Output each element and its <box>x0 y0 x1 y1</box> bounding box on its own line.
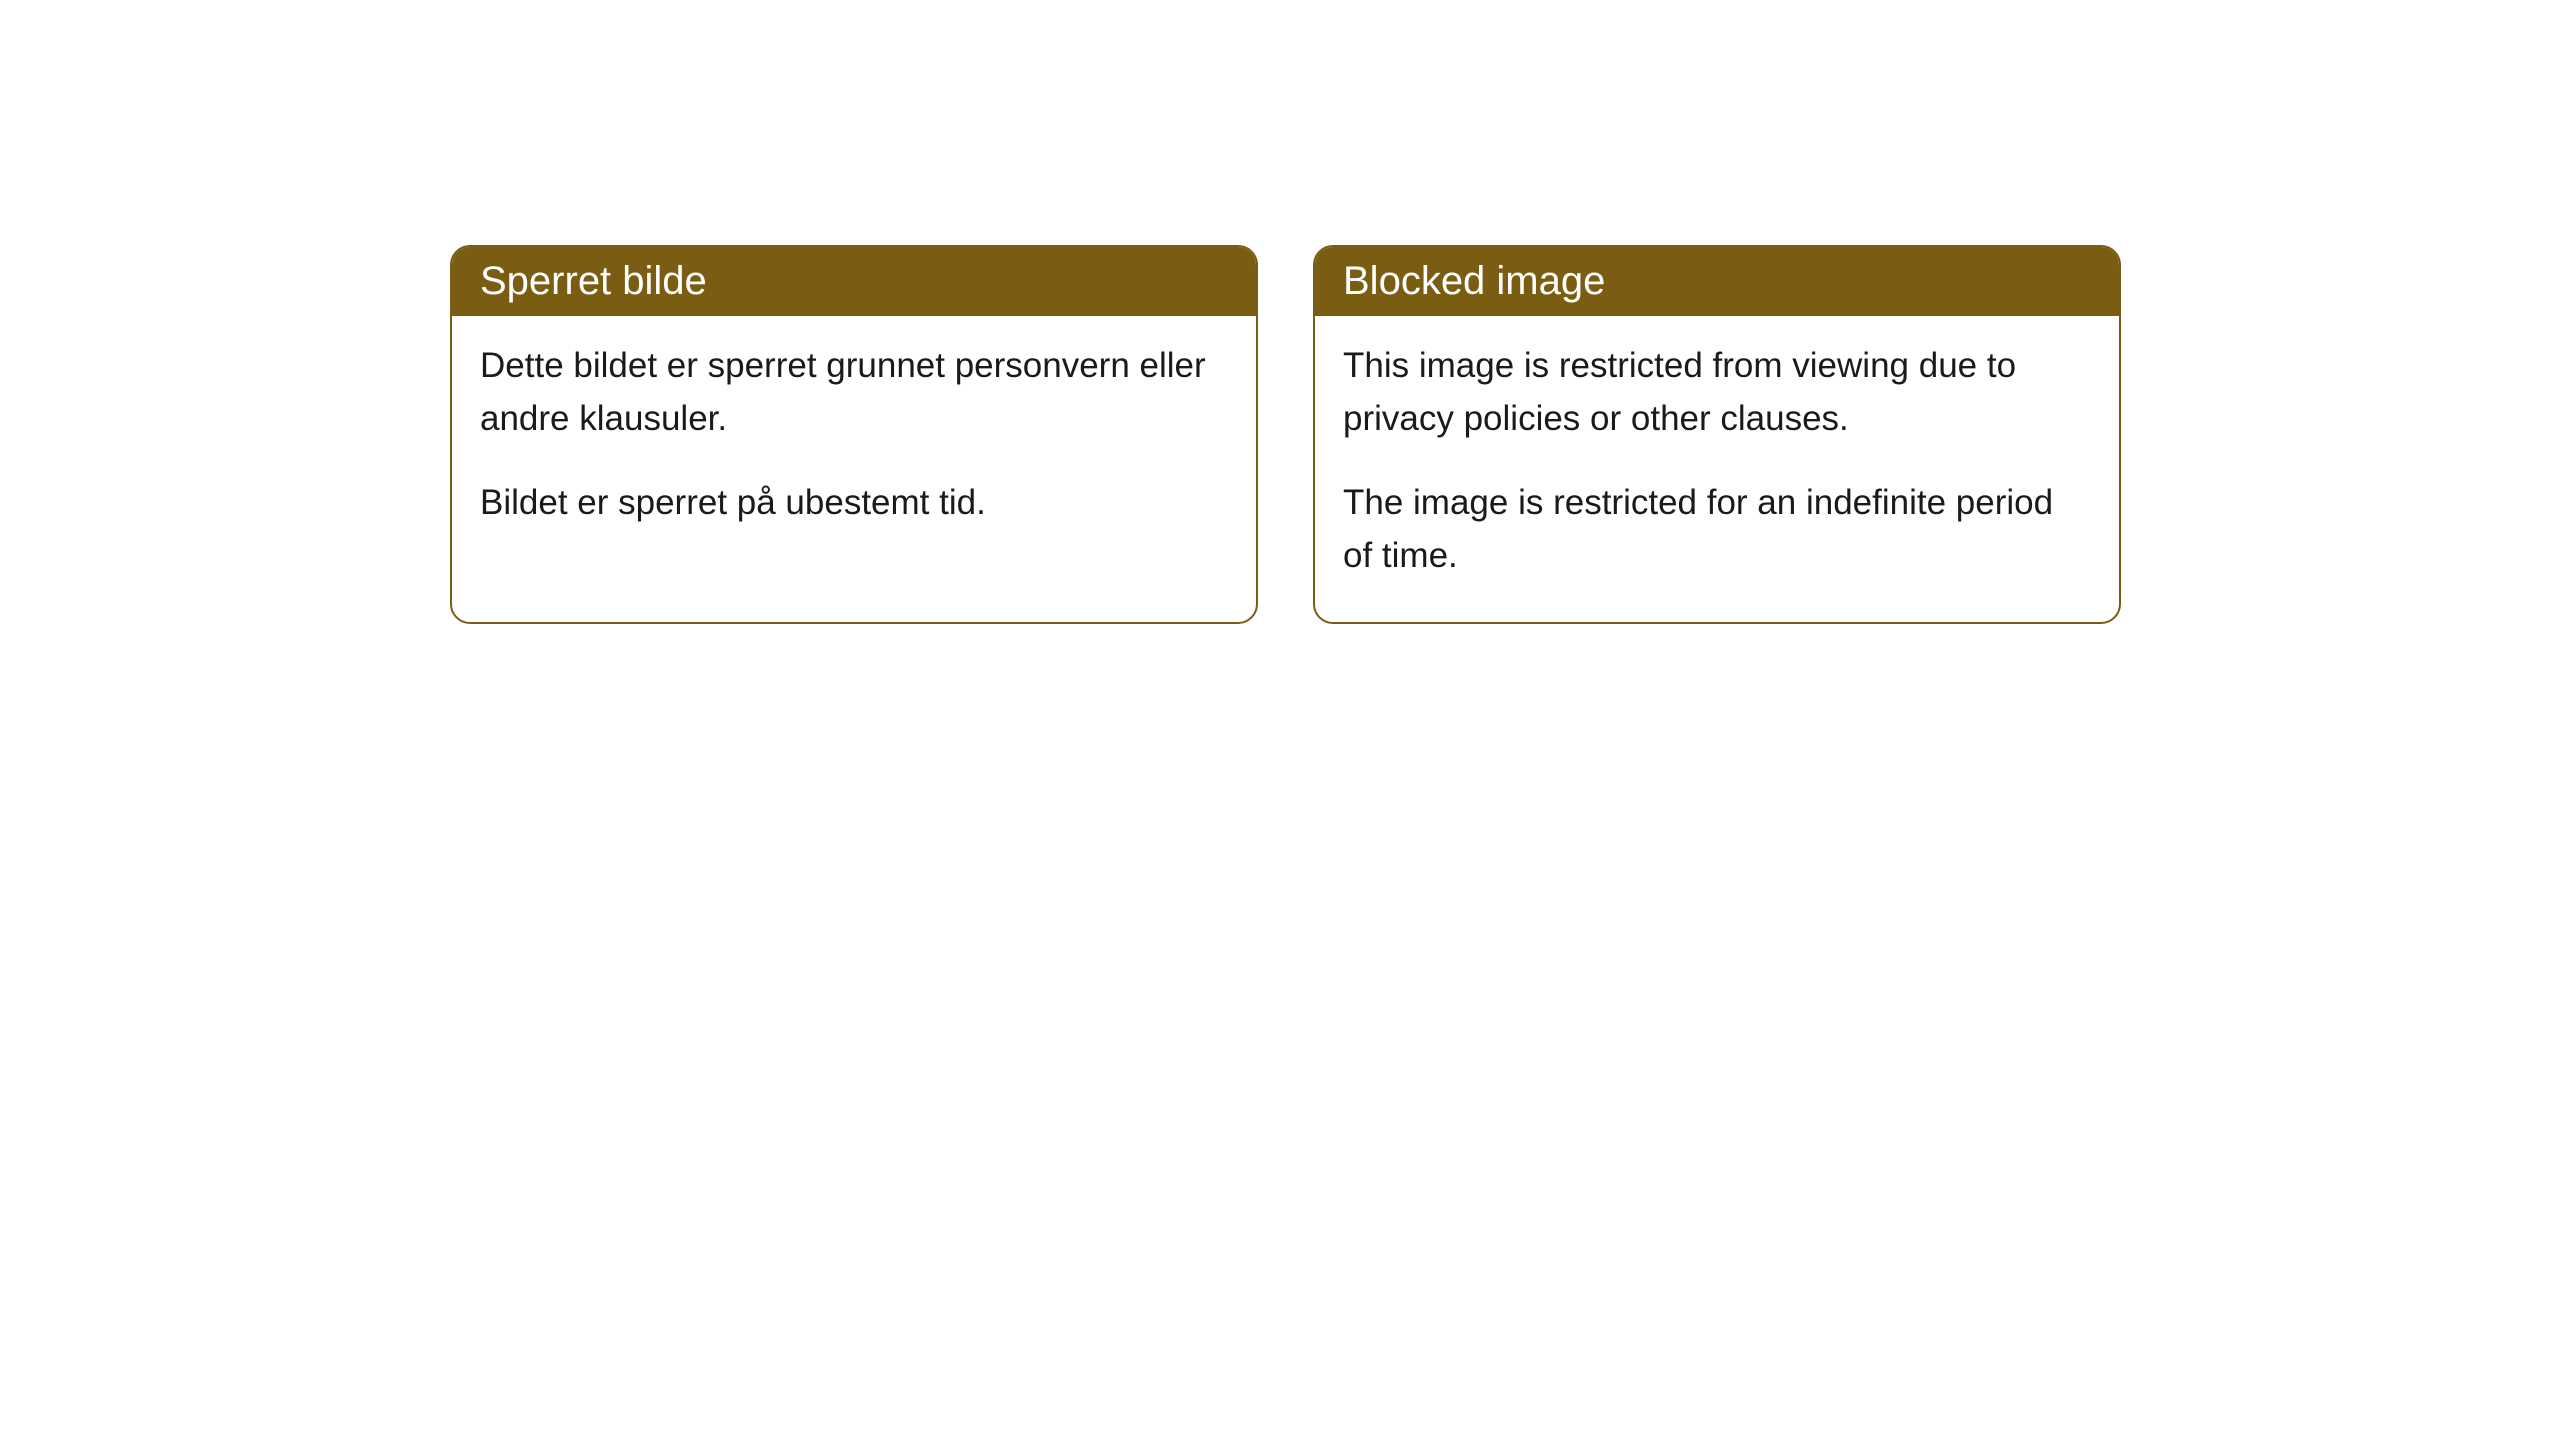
card-paragraph2-english: The image is restricted for an indefinit… <box>1343 477 2091 582</box>
card-paragraph1-english: This image is restricted from viewing du… <box>1343 340 2091 445</box>
card-title-norwegian: Sperret bilde <box>480 259 707 303</box>
card-header-norwegian: Sperret bilde <box>452 247 1256 316</box>
notice-container: Sperret bilde Dette bildet er sperret gr… <box>450 245 2121 624</box>
notice-card-norwegian: Sperret bilde Dette bildet er sperret gr… <box>450 245 1258 624</box>
notice-card-english: Blocked image This image is restricted f… <box>1313 245 2121 624</box>
card-body-norwegian: Dette bildet er sperret grunnet personve… <box>452 316 1256 570</box>
card-body-english: This image is restricted from viewing du… <box>1315 316 2119 622</box>
card-paragraph2-norwegian: Bildet er sperret på ubestemt tid. <box>480 477 1228 530</box>
card-paragraph1-norwegian: Dette bildet er sperret grunnet personve… <box>480 340 1228 445</box>
card-header-english: Blocked image <box>1315 247 2119 316</box>
card-title-english: Blocked image <box>1343 259 1605 303</box>
